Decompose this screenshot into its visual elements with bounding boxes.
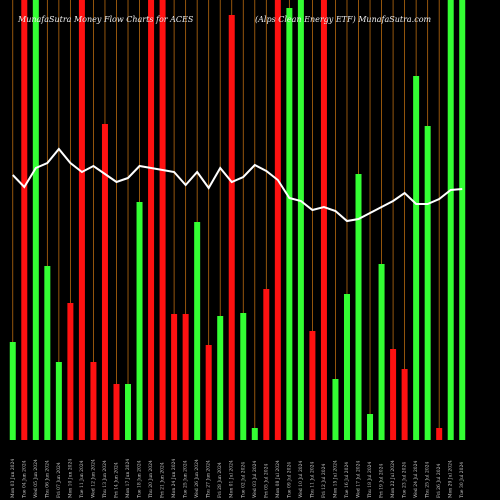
bar <box>21 0 28 440</box>
bar <box>32 0 39 440</box>
bar <box>378 264 385 440</box>
bar <box>194 222 201 440</box>
bar <box>240 313 247 440</box>
x-tick-label: Mon 17 Jun 2024 <box>125 459 131 498</box>
chart-subtitle: (Alps Clean Energy ETF) MunafaSutra.com <box>255 15 432 24</box>
x-tick-label: Wed 17 Jul 2024 <box>356 460 362 498</box>
x-tick-label: Tue 11 Jun 2024 <box>79 460 85 498</box>
bar <box>67 303 74 440</box>
bar <box>309 331 316 440</box>
bar <box>217 316 224 440</box>
bar <box>401 369 408 440</box>
bar <box>205 345 212 440</box>
bar <box>263 289 270 440</box>
x-tick-label: Tue 18 Jun 2024 <box>137 460 143 498</box>
x-tick-label: Thu 11 Jul 2024 <box>309 461 315 498</box>
bar <box>390 349 397 440</box>
bar <box>343 294 350 440</box>
bar <box>447 0 454 440</box>
x-tick-label: Thu 27 Jun 2024 <box>206 460 212 498</box>
chart-title: MunafaSutra Money Flow Charts for ACES <box>17 15 194 24</box>
x-tick-label: Mon 03 Jun 2024 <box>10 459 16 498</box>
bar <box>436 428 443 440</box>
x-tick-label: Tue 25 Jun 2024 <box>183 460 189 498</box>
x-tick-label: Fri 07 Jun 2024 <box>56 462 62 498</box>
x-tick-label: Mon 10 Jun 2024 <box>67 459 73 498</box>
x-tick-label: Fri 14 Jun 2024 <box>113 462 119 498</box>
x-tick-label: Wed 10 Jul 2024 <box>298 460 304 498</box>
bar <box>171 314 178 440</box>
x-tick-label: Wed 12 Jun 2024 <box>90 459 96 498</box>
bar <box>286 8 293 440</box>
bar <box>274 0 281 440</box>
x-tick-label: Fri 05 Jul 2024 <box>263 464 269 498</box>
x-tick-label: Mon 29 Jul 2024 <box>448 460 454 498</box>
x-tick-label: Mon 24 Jun 2024 <box>171 459 177 498</box>
x-tick-label: Fri 26 Jul 2024 <box>436 464 442 498</box>
x-tick-label: Tue 16 Jul 2024 <box>344 462 350 498</box>
bar <box>113 384 120 440</box>
bar <box>182 314 189 440</box>
bar <box>251 428 258 440</box>
x-tick-label: Thu 18 Jul 2024 <box>367 461 373 498</box>
bar <box>44 266 51 440</box>
bar <box>413 76 420 440</box>
money-flow-line <box>12 147 463 223</box>
x-tick-label: Wed 24 Jul 2024 <box>413 460 419 498</box>
x-tick-label: Thu 06 Jun 2024 <box>44 460 50 498</box>
x-tick-label: Wed 26 Jun 2024 <box>194 459 200 498</box>
bar <box>459 0 466 440</box>
bar <box>159 0 166 440</box>
x-tick-label: Wed 03 Jul 2024 <box>252 460 258 498</box>
bar <box>355 174 362 440</box>
x-tick-label: Fri 12 Jul 2024 <box>321 464 327 498</box>
bar <box>78 0 85 440</box>
x-tick-label: Tue 23 Jul 2024 <box>402 462 408 498</box>
x-tick-label: Fri 19 Jul 2024 <box>379 464 385 498</box>
bar <box>101 124 108 440</box>
x-tick-label: Tue 30 Jul 2024 <box>459 462 465 498</box>
x-tick-label: Fri 28 Jun 2024 <box>217 462 223 498</box>
x-tick-label: Tue 02 Jul 2024 <box>240 462 246 498</box>
x-tick-label: Mon 15 Jul 2024 <box>332 460 338 498</box>
bar <box>228 15 235 440</box>
bar <box>320 0 327 440</box>
bar <box>424 126 431 440</box>
x-tick-label: Mon 01 Jul 2024 <box>229 460 235 498</box>
x-tick-label: Fri 21 Jun 2024 <box>160 462 166 498</box>
x-tick-label: Wed 05 Jun 2024 <box>33 459 39 498</box>
bar <box>125 384 132 440</box>
x-tick-label: Thu 13 Jun 2024 <box>102 460 108 498</box>
x-tick-label: Thu 20 Jun 2024 <box>148 460 154 498</box>
x-tick-label: Tue 09 Jul 2024 <box>286 462 292 498</box>
bar <box>297 0 304 440</box>
bar <box>367 414 374 440</box>
bar <box>148 0 155 440</box>
x-tick-label: Mon 22 Jul 2024 <box>390 460 396 498</box>
bar <box>136 202 143 440</box>
x-tick-label: Tue 04 Jun 2024 <box>21 460 27 498</box>
bar <box>9 342 16 440</box>
x-tick-label: Thu 25 Jul 2024 <box>425 461 431 498</box>
bar <box>90 362 97 440</box>
x-tick-label: Mon 08 Jul 2024 <box>275 460 281 498</box>
bar <box>332 379 339 440</box>
bar <box>55 362 62 440</box>
